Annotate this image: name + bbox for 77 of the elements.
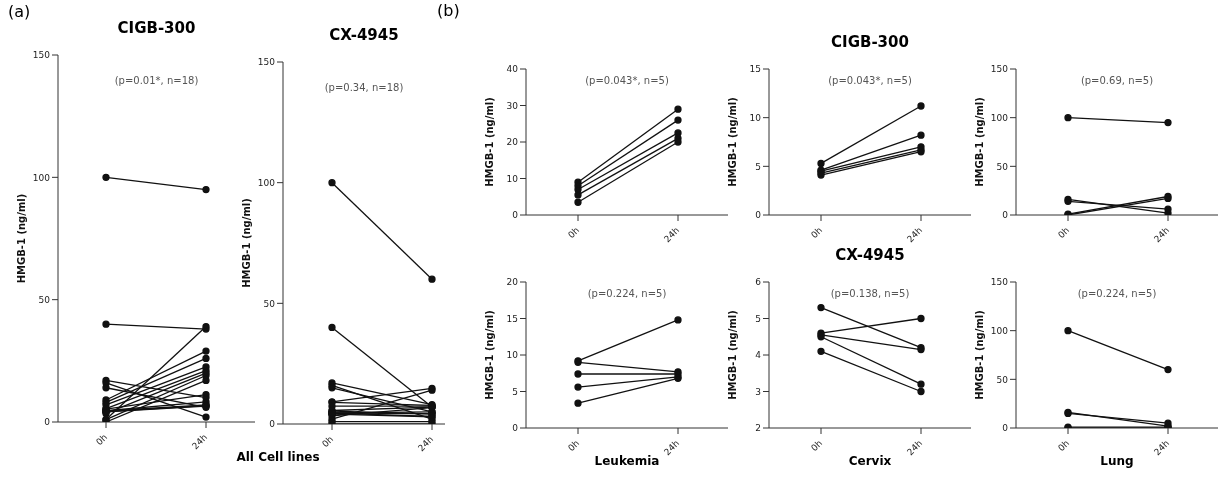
x-axis-title: All Cell lines bbox=[235, 450, 321, 464]
x-tick-label: 0h bbox=[809, 225, 825, 241]
y-tick-label: 20 bbox=[506, 277, 519, 288]
y-tick-label: 100 bbox=[32, 172, 51, 183]
text: (p=0.138, n=5) bbox=[829, 288, 911, 299]
y-tick-label: 150 bbox=[990, 64, 1009, 75]
y-tick-label: 2 bbox=[755, 423, 761, 434]
x-tick-label: 24h bbox=[904, 438, 925, 458]
x-tick-label: 24h bbox=[904, 225, 925, 245]
y-tick-label: 15 bbox=[506, 313, 518, 324]
text: (p=0.224, n=5) bbox=[1076, 288, 1158, 299]
y-tick-label: 0 bbox=[44, 417, 51, 428]
x-tick-label: 24h bbox=[189, 432, 210, 452]
y-axis-title: HMGB-1 (ng/ml) bbox=[483, 310, 495, 400]
text: (p=0.01*, n=18) bbox=[113, 75, 200, 86]
chart-title: CIGB-300 bbox=[830, 33, 910, 51]
y-axis-title: HMGB-1 (ng/ml) bbox=[15, 193, 27, 284]
y-tick-label: 4 bbox=[755, 350, 762, 361]
y-axis-title: HMGB-1 (ng/ml) bbox=[973, 97, 985, 187]
y-tick-label: 5 bbox=[755, 161, 761, 172]
y-axis-title: HMGB-1 (ng/ml) bbox=[726, 97, 738, 187]
y-tick-label: 10 bbox=[506, 173, 519, 184]
text: (p=0.043*, n=5) bbox=[827, 75, 913, 86]
x-tick-label: 0h bbox=[1056, 438, 1072, 454]
y-tick-label: 0 bbox=[1002, 210, 1009, 221]
text: (p=0.34, n=18) bbox=[323, 82, 405, 93]
text: (a) bbox=[8, 2, 31, 21]
x-tick-label: 0h bbox=[1056, 225, 1072, 241]
y-tick-label: 0 bbox=[1002, 423, 1009, 434]
y-tick-label: 0 bbox=[269, 419, 276, 430]
y-tick-label: 100 bbox=[990, 112, 1009, 123]
text: (p=0.69, n=5) bbox=[1079, 75, 1155, 86]
y-axis-title: HMGB-1 (ng/ml) bbox=[483, 97, 495, 187]
y-tick-label: 50 bbox=[996, 374, 1009, 385]
text: (b) bbox=[437, 1, 460, 20]
y-tick-label: 0 bbox=[512, 210, 519, 221]
y-tick-label: 40 bbox=[506, 64, 519, 75]
chart-title: CIGB-300 bbox=[116, 19, 197, 37]
x-tick-label: 24h bbox=[661, 225, 682, 245]
y-tick-label: 10 bbox=[749, 112, 762, 123]
y-tick-label: 10 bbox=[506, 350, 519, 361]
x-tick-label: 0h bbox=[809, 438, 825, 454]
x-tick-label: 0h bbox=[320, 434, 336, 450]
x-tick-label: 24h bbox=[1151, 225, 1172, 245]
text: (p=0.043*, n=5) bbox=[584, 75, 670, 86]
x-axis-title: Cervix bbox=[848, 454, 892, 468]
y-axis-title: HMGB-1 (ng/ml) bbox=[240, 198, 252, 288]
y-tick-label: 150 bbox=[990, 277, 1009, 288]
y-tick-label: 20 bbox=[506, 137, 519, 148]
y-tick-label: 30 bbox=[506, 100, 519, 111]
y-tick-label: 50 bbox=[263, 298, 276, 309]
y-tick-label: 100 bbox=[990, 325, 1009, 336]
y-tick-label: 3 bbox=[755, 386, 761, 397]
x-tick-label: 24h bbox=[661, 438, 682, 458]
x-tick-label: 24h bbox=[415, 434, 436, 454]
y-tick-label: 150 bbox=[32, 50, 51, 61]
text: (p=0.224, n=5) bbox=[586, 288, 668, 299]
x-axis-title: Lung bbox=[1100, 454, 1134, 468]
y-tick-label: 100 bbox=[257, 177, 276, 188]
y-tick-label: 0 bbox=[512, 423, 519, 434]
x-tick-label: 24h bbox=[1151, 438, 1172, 458]
chart-title: CX-4945 bbox=[328, 26, 400, 44]
y-tick-label: 50 bbox=[996, 161, 1009, 172]
x-tick-label: 0h bbox=[566, 225, 582, 241]
chart-title: CX-4945 bbox=[834, 246, 906, 264]
y-tick-label: 15 bbox=[749, 64, 761, 75]
y-tick-label: 0 bbox=[755, 210, 762, 221]
x-tick-label: 0h bbox=[566, 438, 582, 454]
x-axis-title: Leukemia bbox=[594, 454, 660, 468]
y-axis-title: HMGB-1 (ng/ml) bbox=[726, 310, 738, 400]
y-tick-label: 6 bbox=[755, 277, 762, 288]
y-tick-label: 5 bbox=[755, 313, 761, 324]
y-tick-label: 50 bbox=[38, 294, 51, 305]
x-tick-label: 0h bbox=[94, 432, 110, 448]
y-tick-label: 5 bbox=[512, 386, 518, 397]
y-tick-label: 150 bbox=[257, 57, 276, 68]
y-axis-title: HMGB-1 (ng/ml) bbox=[973, 310, 985, 400]
